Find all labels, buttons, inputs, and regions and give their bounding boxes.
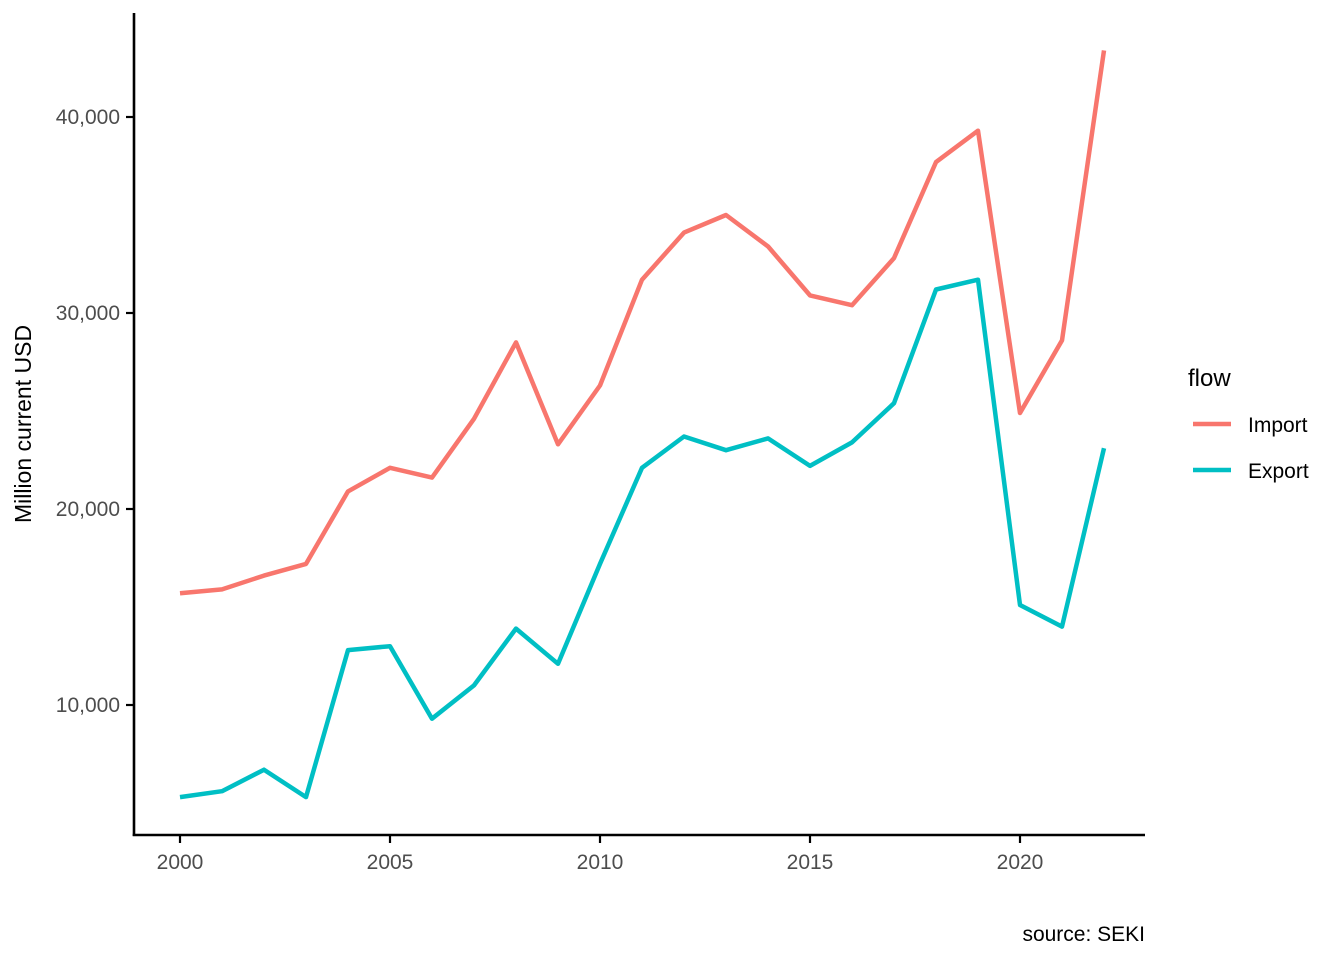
- export-series-line: [179, 277, 1107, 800]
- legend-title: flow: [1188, 365, 1231, 392]
- x-tick-label: 2000: [157, 851, 204, 874]
- legend: flow Import Export: [1188, 365, 1309, 483]
- y-tick-label: 40,000: [56, 106, 120, 129]
- y-tick-label: 10,000: [56, 694, 120, 717]
- y-axis-title: Million current USD: [10, 325, 36, 523]
- x-tick-label: 2015: [787, 851, 834, 874]
- axes: [132, 13, 1145, 837]
- source-caption: source: SEKI: [1022, 923, 1145, 946]
- x-tick-label: 2020: [997, 851, 1044, 874]
- x-tick-label: 2005: [367, 851, 414, 874]
- x-tick-label: 2010: [577, 851, 624, 874]
- x-axis-ticks: [178, 836, 1022, 843]
- y-tick-label: 20,000: [56, 498, 120, 521]
- y-tick-label: 30,000: [56, 302, 120, 325]
- import-legend-label: Import: [1248, 414, 1308, 437]
- y-axis-ticks: [126, 115, 133, 707]
- export-legend-label: Export: [1248, 460, 1309, 483]
- y-axis-labels: 10,000 20,000 30,000 40,000: [56, 106, 120, 717]
- x-axis-labels: 2000 2005 2010 2015 2020: [157, 851, 1044, 874]
- import-series-line: [179, 50, 1107, 596]
